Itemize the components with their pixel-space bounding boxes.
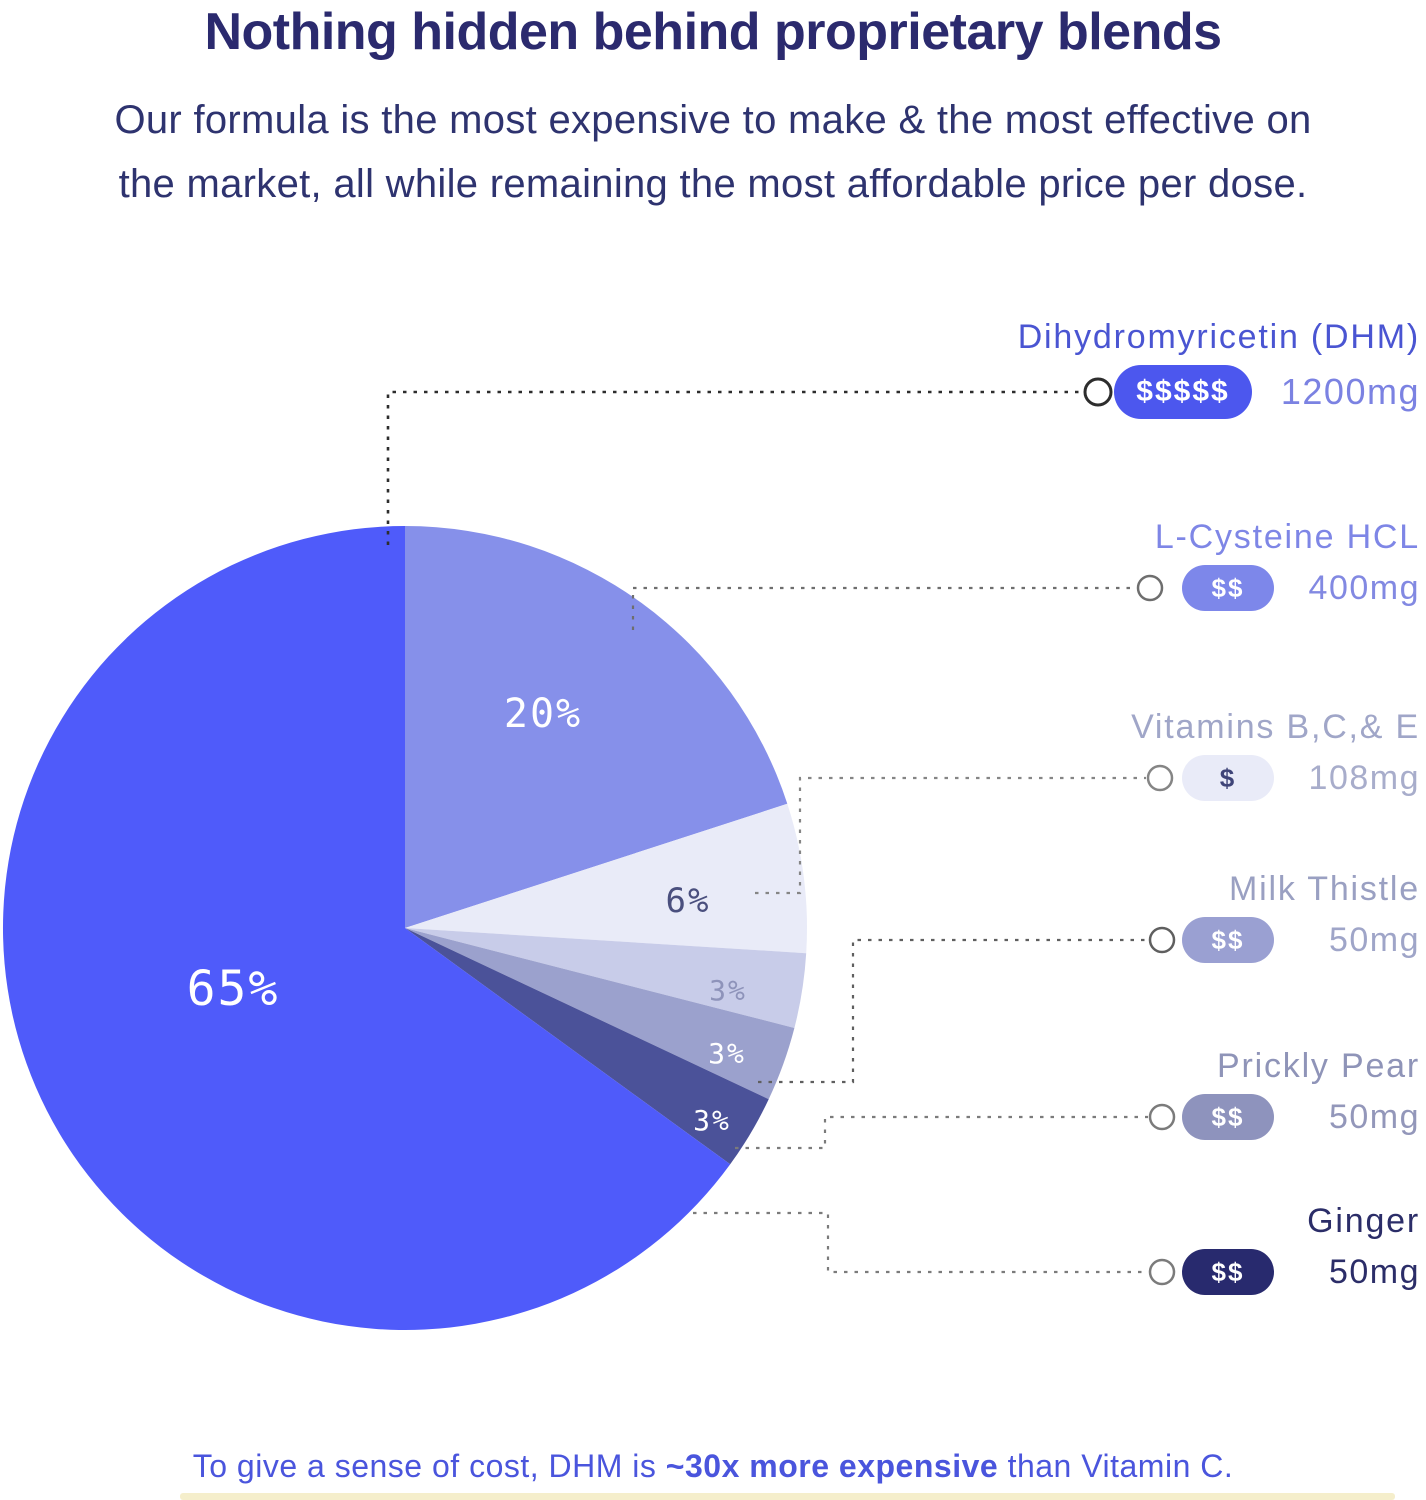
dose-value: 50mg	[1328, 920, 1420, 959]
pct-label-l-cysteine: 6%	[666, 881, 711, 921]
ring-marker-dhm	[1083, 377, 1113, 407]
footer-text-prefix: To give a sense of cost, DHM is	[192, 1448, 666, 1484]
footer-text-bold: ~30x more expensive	[665, 1448, 999, 1484]
ingredient-name: Vitamins B,C,& E	[1131, 708, 1420, 746]
footer-text-suffix: than Vitamin C.	[998, 1448, 1234, 1484]
pie-slice-prickly-pear	[405, 928, 795, 1100]
dose-value: 400mg	[1308, 568, 1420, 607]
pie-slice-milk-thistle	[405, 928, 807, 1028]
pct-label-dhm: 20%	[504, 691, 582, 737]
dose-value: 50mg	[1328, 1097, 1420, 1136]
ring-marker-l-cysteine	[1136, 574, 1164, 602]
subtitle-line-2: the market, all while remaining the most…	[118, 162, 1308, 206]
leader-line-ginger	[693, 1211, 1148, 1274]
legend-item-milk-thistle: Milk Thistle $$ 50mg	[1182, 869, 1420, 963]
legend-row: $$ 50mg	[1182, 1249, 1420, 1295]
pct-label-milk-thistle: 3%	[708, 1037, 746, 1070]
ring-marker-milk-thistle	[1148, 926, 1176, 954]
leader-line-prickly-pear	[735, 1115, 1148, 1150]
legend-item-l-cysteine: L-Cysteine HCL $$ 400mg	[1155, 517, 1420, 611]
cost-pill: $$	[1182, 565, 1274, 611]
cost-pill: $$	[1182, 1094, 1274, 1140]
page-title: Nothing hidden behind proprietary blends	[204, 3, 1222, 61]
footer-note: To give a sense of cost, DHM is ~30x mor…	[0, 1448, 1426, 1485]
leader-line-l-cysteine	[631, 586, 1136, 630]
legend-row: $$ 400mg	[1182, 565, 1420, 611]
cost-pill: $$	[1182, 917, 1274, 963]
pct-label-prickly-pear: 3%	[693, 1104, 731, 1137]
legend-row: $ 108mg	[1182, 755, 1420, 801]
pie-slice-dihydromyricetin-dhm	[2, 526, 731, 1331]
ring-marker-ginger	[1148, 1258, 1176, 1286]
legend-row: $$ 50mg	[1182, 917, 1420, 963]
cost-pill: $$$$$	[1114, 365, 1252, 419]
legend-item-ginger: Ginger $$ 50mg	[1182, 1201, 1420, 1295]
legend-item-prickly-pear: Prickly Pear $$ 50mg	[1182, 1046, 1420, 1140]
ingredient-name: Dihydromyricetin (DHM)	[1017, 318, 1420, 356]
pie-slice-l-cysteine-hcl	[405, 526, 788, 928]
leader-line-milk-thistle	[758, 938, 1148, 1084]
dose-value: 1200mg	[1280, 371, 1420, 412]
cost-pill: $	[1182, 755, 1274, 801]
pct-label-ginger: 65%	[187, 961, 280, 1017]
pie-slice-ginger	[405, 928, 769, 1165]
leader-line-vitamins	[755, 776, 1146, 895]
dose-value: 50mg	[1328, 1252, 1420, 1291]
ingredient-name: Prickly Pear	[1217, 1047, 1420, 1085]
leader-line-dhm	[386, 390, 1083, 545]
legend-item-vitamins: Vitamins B,C,& E $ 108mg	[1131, 707, 1420, 801]
ring-marker-prickly-pear	[1148, 1103, 1176, 1131]
subtitle-line-1: Our formula is the most expensive to mak…	[114, 98, 1312, 142]
ingredient-name: Milk Thistle	[1228, 870, 1420, 908]
legend-row: $$$$$ 1200mg	[1114, 365, 1420, 419]
ring-marker-vitamins	[1146, 764, 1174, 792]
footer-highlight-strip	[180, 1493, 1395, 1500]
ingredient-name: Ginger	[1307, 1202, 1420, 1240]
legend-item-dhm: Dihydromyricetin (DHM) $$$$$ 1200mg	[1018, 317, 1420, 419]
pct-label-vitamins: 3%	[709, 974, 747, 1007]
cost-pill: $$	[1182, 1249, 1274, 1295]
page-subtitle: Our formula is the most expensive to mak…	[0, 88, 1426, 216]
dose-value: 108mg	[1308, 758, 1420, 797]
ingredient-name: L-Cysteine HCL	[1154, 518, 1420, 556]
pie-slice-vitamins-b-c-e	[405, 803, 807, 954]
legend-row: $$ 50mg	[1182, 1094, 1420, 1140]
